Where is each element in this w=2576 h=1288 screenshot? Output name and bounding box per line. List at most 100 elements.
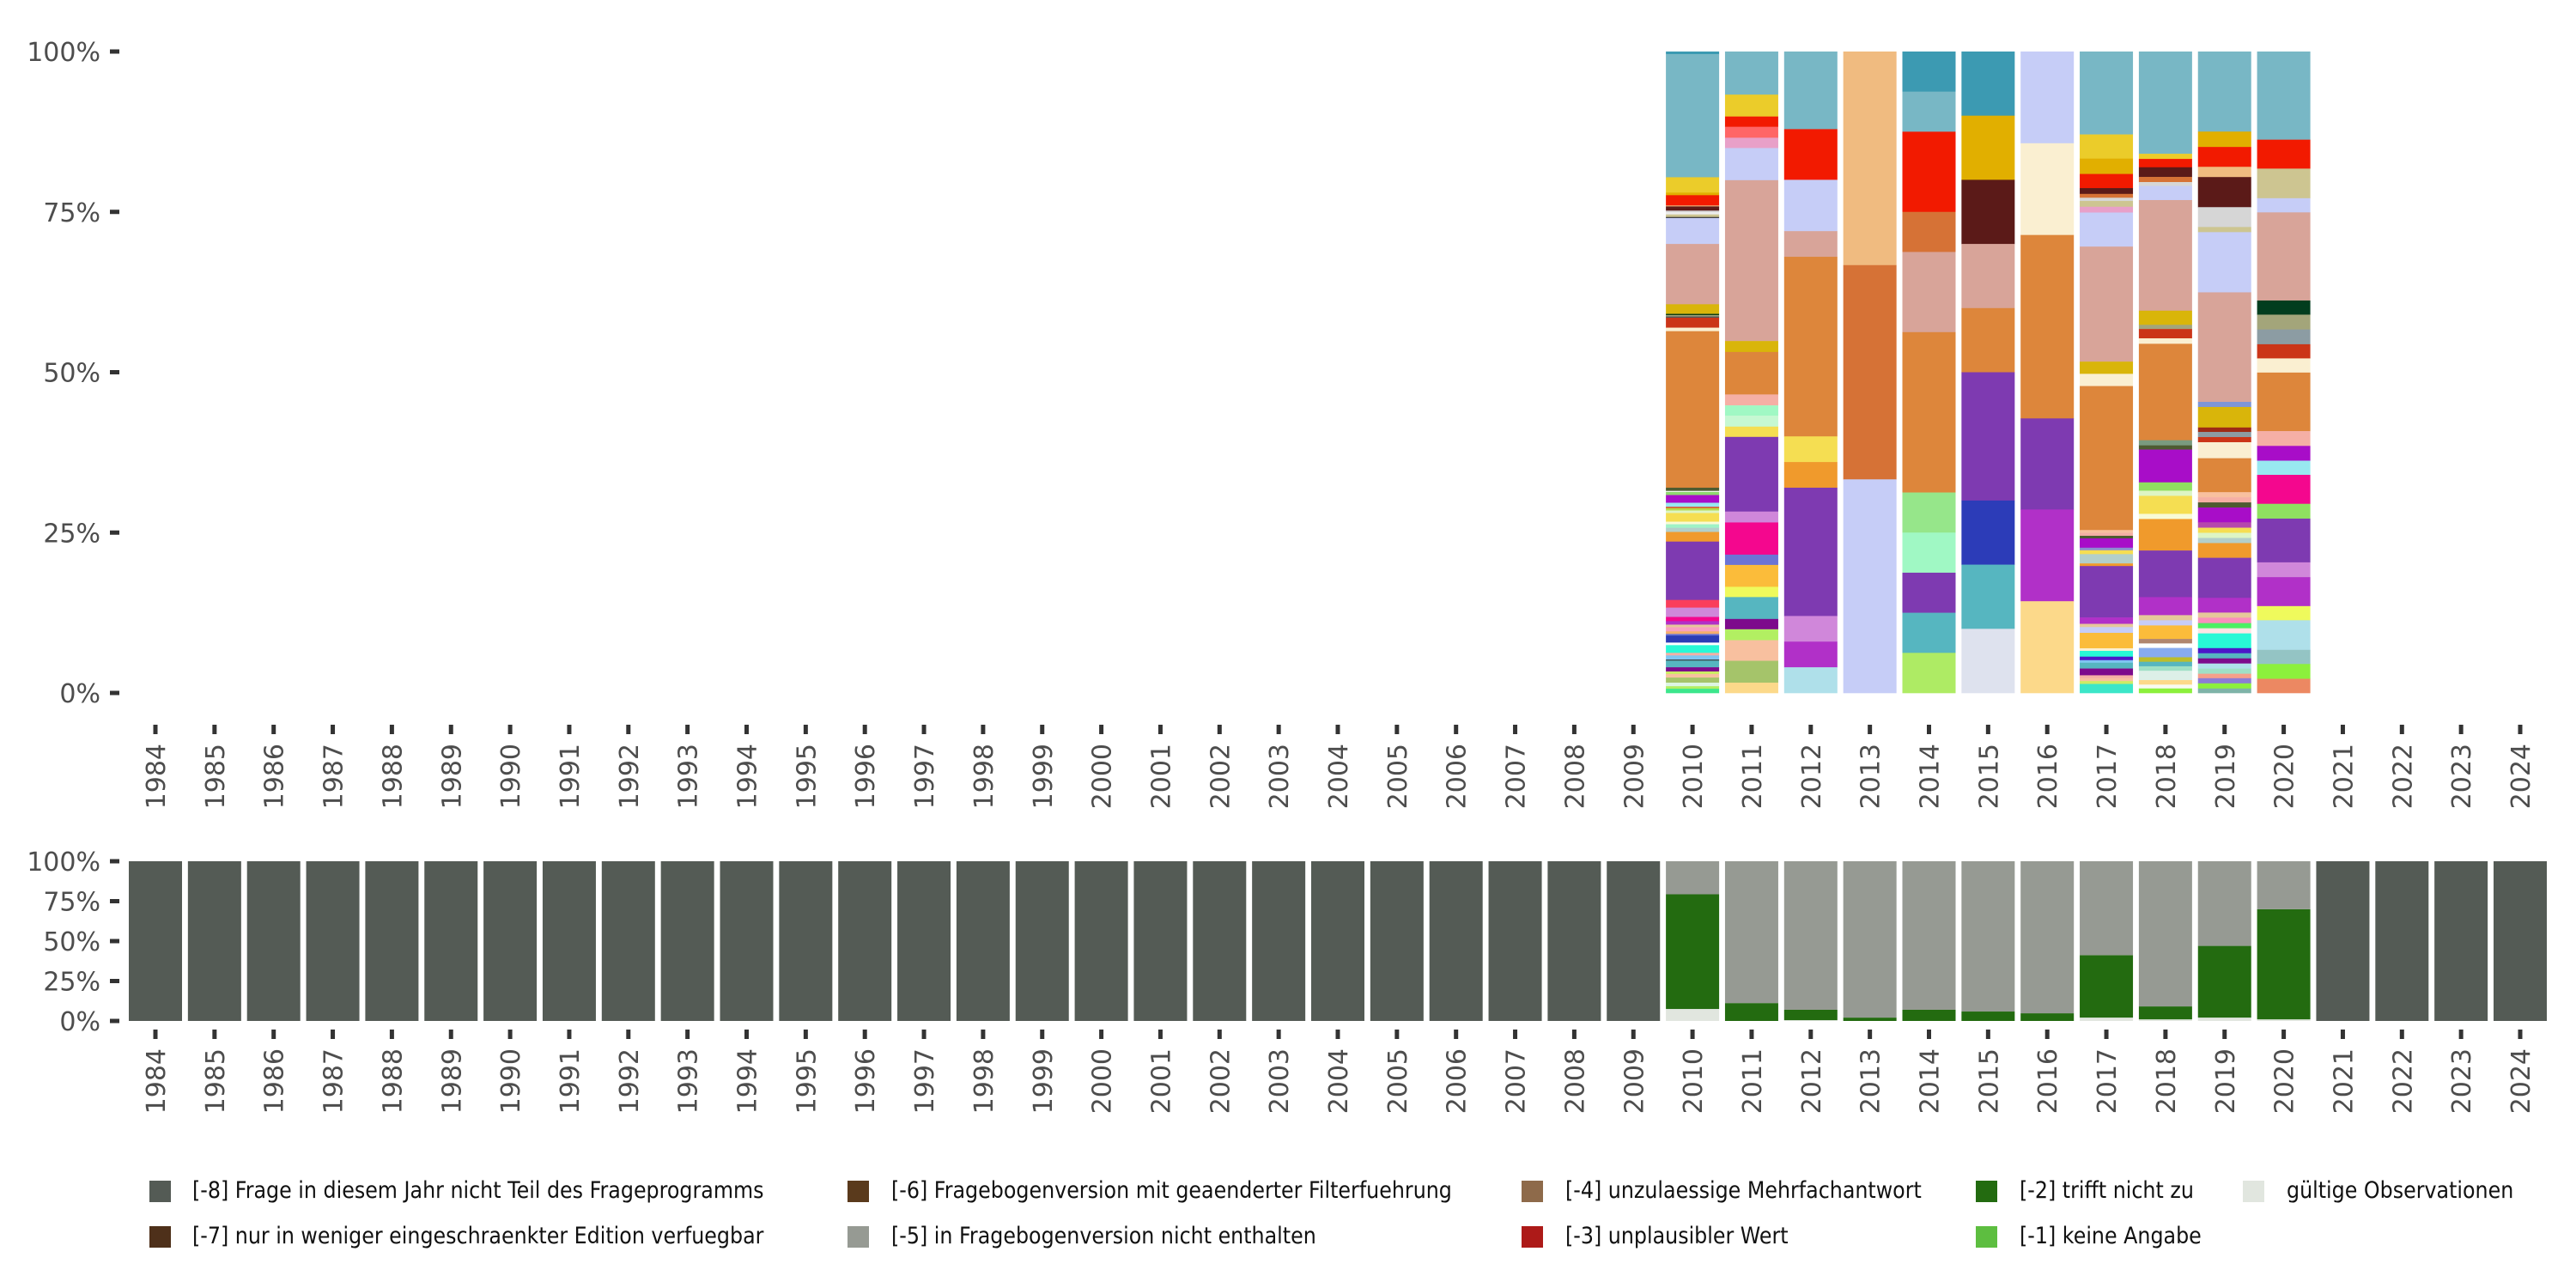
top-bar-segment-2018 [2138,177,2192,183]
top-bar-segment-2011 [1724,126,1778,138]
top-bar-segment-2019 [2197,628,2251,634]
top-x-tick-label: 2021 [2329,744,2359,809]
top-x-axis: 1984 1985 1986 1987 1988 1989 1990 1991 1992 1993… [142,725,2537,809]
bottom-x-tick-label: 2010 [1679,1048,1709,1114]
legend-item-minus3[interactable]: [-3] unplausibler Wert [1522,1224,1789,1248]
top-bar-segment-2019 [2197,677,2251,684]
top-y-tick-label: 50% [43,359,100,389]
legend-item-minus2[interactable]: [-2] trifft nicht zu [1976,1179,2194,1202]
bottom-bar-segment-2023 [2434,861,2488,1021]
top-bar-segment-2019 [2197,441,2251,459]
top-bar-segment-2015 [1961,564,2015,629]
top-bar-segment-2019 [2197,458,2251,493]
top-bar-segment-2019 [2197,522,2251,528]
legend-label: [-6] Fragebogenversion mit geaenderter F… [891,1177,1452,1204]
legend-item-valid[interactable]: gültige Observationen [2243,1179,2513,1202]
top-x-tick-label: 1996 [851,744,881,809]
top-bar-segment-2018 [2138,684,2192,690]
top-bar-segment-2010 [1666,617,1720,622]
legend-item-minus5[interactable]: [-5] in Fragebogenversion nicht enthalte… [848,1224,1316,1248]
top-bar-segment-2011 [1724,116,1778,127]
top-bar-segment-2011 [1724,394,1778,406]
top-bar-segment-2020 [2257,168,2311,199]
top-x-tick-label: 2022 [2388,744,2418,809]
top-y-tick-label: 0% [59,679,100,709]
top-x-tick-label: 2024 [2506,744,2537,809]
bottom-bar-segment-2011 [1724,861,1778,1004]
top-x-tick-label: 2005 [1383,744,1413,809]
top-bar-segment-2019 [2197,427,2251,433]
top-bar-segment-2011 [1724,179,1778,342]
top-bar-segment-2020 [2257,431,2311,447]
bottom-bar-segment-2008 [1547,861,1601,1021]
top-bar-segment-2019 [2197,663,2251,669]
top-bar-segment-2020 [2257,620,2311,651]
bottom-bar-segment-2012 [1783,1020,1838,1021]
bottom-bar-segment-2017 [2080,861,2134,956]
top-bar-segment-2010 [1666,621,1720,625]
bottom-x-tick-label: 1997 [910,1048,940,1114]
top-bar-segment-2014 [1902,572,1956,613]
legend-item-minus4[interactable]: [-4] unzulaessige Mehrfachantwort [1522,1179,1922,1202]
top-bar-segment-2017 [2080,633,2134,649]
legend-swatch [149,1225,171,1248]
top-x-tick-label: 2018 [2152,744,2182,809]
bottom-bar-segment-1991 [542,861,596,1021]
top-bar-segment-2018 [2138,445,2192,450]
top-bar-segment-2010 [1666,659,1720,661]
bottom-bar-segment-1990 [483,861,538,1021]
bottom-x-tick-label: 2012 [1797,1048,1827,1114]
bottom-y-axis: 0% 25% 50% 75% 100% [27,848,119,1037]
bottom-bar-segment-2010 [1666,861,1720,895]
top-bar-segment-2012 [1783,179,1838,232]
top-y-axis: 0% 25% 50% 75% 100% [27,38,119,709]
top-bar-segment-2018 [2138,615,2192,621]
bottom-x-tick-label: 2006 [1443,1048,1473,1114]
top-bar-segment-2010 [1666,653,1720,656]
top-bar-segment-2012 [1783,257,1838,437]
top-bar-segment-2014 [1902,612,1956,653]
top-x-tick-label: 2020 [2270,744,2300,809]
top-bar-segment-2019 [2197,532,2251,538]
bottom-bar-segment-2015 [1961,1012,2015,1021]
top-bar-segment-2011 [1724,640,1778,661]
top-bar-segment-2020 [2257,446,2311,461]
bottom-x-tick-label: 2008 [1560,1048,1590,1114]
top-bar-segment-2010 [1666,491,1720,495]
top-bar-segment-2017 [2080,361,2134,374]
legend-item-minus6[interactable]: [-6] Fragebogenversion mit geaenderter F… [848,1179,1452,1202]
legend-label: [-1] keine Angabe [2020,1223,2202,1249]
bottom-x-tick-label: 1994 [733,1048,763,1114]
bottom-bar-segment-1992 [601,861,655,1021]
top-x-tick-label: 2006 [1443,744,1473,809]
bottom-x-tick-label: 2007 [1502,1048,1532,1114]
top-bar-segment-2017 [2080,681,2134,684]
top-bar-segment-2010 [1666,683,1720,687]
top-bar-segment-2010 [1666,624,1720,628]
legend-item-minus7[interactable]: [-7] nur in weniger eingeschraenkter Edi… [149,1224,763,1248]
top-bar-segment-2019 [2197,527,2251,533]
top-x-tick-label: 2003 [1265,744,1295,809]
bottom-x-tick-label: 1984 [142,1048,172,1114]
top-bar-segment-2010 [1666,315,1720,317]
top-bar-segment-2019 [2197,658,2251,664]
top-bar-segment-2010 [1666,513,1720,522]
top-bar-segment-2018 [2138,647,2192,658]
top-bar-segment-2010 [1666,607,1720,617]
top-bar-segment-2010 [1666,52,1720,55]
top-bar-segment-2020 [2257,212,2311,301]
legend-item-minus8[interactable]: [-8] Frage in diesem Jahr nicht Teil des… [149,1179,764,1202]
top-bar-segment-2017 [2080,374,2134,386]
top-bar-segment-2010 [1666,671,1720,675]
top-bar-segment-2011 [1724,629,1778,641]
top-bar-segment-2012 [1783,231,1838,258]
top-bar-segment-2018 [2138,661,2192,667]
top-bar-segment-2012 [1783,487,1838,617]
bottom-x-tick-label: 2004 [1324,1048,1354,1114]
bottom-bar-segment-2005 [1370,861,1424,1021]
legend-item-minus1[interactable]: [-1] keine Angabe [1976,1224,2202,1248]
top-bar-segment-2017 [2080,246,2134,362]
top-bar-segment-2017 [2080,547,2134,551]
top-bar-segment-2010 [1666,667,1720,672]
